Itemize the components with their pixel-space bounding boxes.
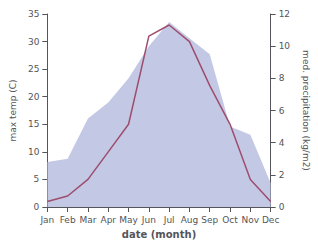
svg-text:Jul: Jul (163, 215, 175, 225)
svg-text:med. precipitation (kg/m2): med. precipitation (kg/m2) (301, 50, 311, 171)
svg-text:6: 6 (279, 106, 285, 116)
svg-text:max temp (C): max temp (C) (8, 79, 18, 141)
svg-text:8: 8 (279, 73, 285, 83)
svg-text:0: 0 (279, 202, 285, 212)
svg-text:Jan: Jan (39, 215, 54, 225)
svg-text:Oct: Oct (222, 215, 238, 225)
svg-text:4: 4 (279, 138, 285, 148)
svg-text:30: 30 (28, 37, 40, 47)
svg-text:0: 0 (34, 202, 40, 212)
svg-text:date (month): date (month) (122, 229, 196, 240)
svg-text:Nov: Nov (242, 215, 260, 225)
svg-text:35: 35 (28, 9, 39, 19)
svg-text:Apr: Apr (100, 215, 116, 225)
svg-text:2: 2 (279, 170, 285, 180)
svg-text:May: May (119, 215, 138, 225)
svg-text:Sep: Sep (201, 215, 218, 225)
svg-text:10: 10 (279, 41, 291, 51)
svg-text:Feb: Feb (60, 215, 76, 225)
svg-text:15: 15 (28, 119, 39, 129)
svg-text:12: 12 (279, 9, 290, 19)
svg-text:20: 20 (28, 92, 40, 102)
svg-text:Jun: Jun (141, 215, 156, 225)
svg-text:Aug: Aug (181, 215, 199, 225)
svg-text:5: 5 (34, 174, 40, 184)
svg-text:Dec: Dec (262, 215, 279, 225)
svg-text:25: 25 (28, 64, 39, 74)
svg-text:10: 10 (28, 147, 40, 157)
svg-text:Mar: Mar (79, 215, 96, 225)
